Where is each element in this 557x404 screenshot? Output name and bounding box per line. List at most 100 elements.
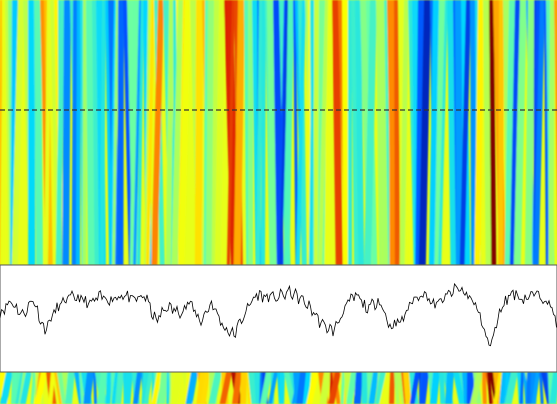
- heatmap-stripe: [389, 372, 395, 404]
- heatmap-stripe: [531, 372, 540, 404]
- heatmap-image: [0, 0, 557, 265]
- heatmap-stripe: [105, 372, 112, 404]
- heatmap-stripe: [62, 0, 71, 265]
- heatmap-stripe: [79, 372, 85, 404]
- heatmap-stripe: [429, 372, 440, 404]
- heatmap-stripe: [208, 372, 222, 404]
- heatmap-stripe: [232, 372, 242, 404]
- heatmap-stripe: [302, 372, 312, 404]
- heatmap-stripe: [364, 0, 377, 265]
- heatmap-stripe: [15, 372, 24, 404]
- heatmap-stripe: [260, 372, 272, 404]
- heatmap-stripe: [145, 0, 155, 265]
- heatmap-stripe: [474, 0, 484, 265]
- heatmap-stripe: [268, 372, 278, 404]
- heatmap-stripe: [279, 0, 289, 265]
- heatmap-stripe: [340, 372, 345, 404]
- heatmap-stripe: [293, 0, 299, 265]
- heatmap-stripe: [394, 0, 400, 265]
- heatmap-stripe: [499, 372, 507, 404]
- profile-trace-line: [0, 282, 557, 347]
- heatmap-stripe: [82, 0, 87, 265]
- heatmap-stripe: [279, 372, 285, 404]
- heatmap-stripe: [143, 372, 153, 404]
- heatmap-stripe: [504, 372, 518, 404]
- heatmap-stripe: [332, 0, 343, 265]
- heatmap-stripe: [347, 0, 352, 265]
- profile-trace-panel: [0, 264, 557, 373]
- heatmap-stripe: [438, 0, 448, 265]
- heatmap-stripe: [459, 0, 471, 265]
- heatmap-stripe: [111, 372, 119, 404]
- heatmap-stripe: [64, 372, 75, 404]
- heatmap-stripe: [240, 372, 247, 404]
- heatmap-stripe: [34, 372, 47, 404]
- heatmap-stripe: [428, 0, 440, 265]
- heatmap-stripe: [44, 0, 51, 265]
- heatmap-stripe: [549, 372, 557, 404]
- heatmap-stripe: [409, 372, 420, 404]
- heatmap-stripe: [226, 0, 235, 265]
- heatmap-stripe: [513, 0, 527, 265]
- heatmap-stripe: [11, 372, 18, 404]
- heatmap-stripe: [11, 0, 24, 265]
- heatmap-stripe: [493, 372, 503, 404]
- heatmap-stripe: [99, 0, 106, 265]
- heatmap-stripe: [133, 0, 142, 265]
- heatmap-stripe: [374, 372, 387, 404]
- heatmap-stripe: [166, 372, 170, 404]
- heatmap-stripe: [544, 0, 549, 265]
- heatmap-stripe: [355, 0, 365, 265]
- heatmap-stripe: [194, 0, 203, 265]
- heatmap-stripe: [482, 372, 487, 404]
- heatmap-stripe: [283, 0, 294, 265]
- heatmap-stripe: [533, 0, 545, 265]
- heatmap-stripe: [455, 0, 464, 265]
- heatmap-stripe: [96, 372, 108, 404]
- heatmap-stripe: [132, 372, 142, 404]
- heatmap-stripe: [379, 372, 391, 404]
- heatmap-stripe: [399, 0, 409, 265]
- heatmap-stripe: [497, 0, 504, 265]
- heatmap-stripe: [178, 0, 191, 265]
- heatmap-stripe: [151, 0, 164, 265]
- heatmap-stripe: [30, 372, 36, 404]
- heatmap-image-lower-strip: [0, 372, 557, 404]
- heatmap-stripe: [548, 0, 555, 265]
- heatmap-stripe: [361, 372, 368, 404]
- heatmap-stripe: [2, 0, 7, 265]
- heatmap-stripe: [115, 372, 124, 404]
- heatmap-stripe: [306, 372, 319, 404]
- heatmap-stripe: [117, 0, 124, 265]
- heatmap-stripe: [318, 0, 329, 265]
- heatmap-stripe: [351, 0, 360, 265]
- heatmap-stripe: [470, 372, 483, 404]
- heatmap-stripe: [489, 0, 497, 265]
- heatmap-stripe: [308, 0, 315, 265]
- heatmap-stripe: [261, 0, 266, 265]
- heatmap-stripe: [453, 372, 467, 404]
- heatmap-stripe: [196, 372, 206, 404]
- heatmap-stripe: [295, 0, 306, 265]
- heatmap-stripe: [137, 0, 144, 265]
- heatmap-stripe: [434, 0, 446, 265]
- heatmap-stripe: [0, 372, 13, 404]
- heatmap-stripe: [319, 372, 331, 404]
- heatmap-stripe: [418, 0, 431, 265]
- heatmap-stripe: [86, 0, 95, 265]
- heatmap-stripe: [158, 372, 168, 404]
- heatmap-stripe: [291, 372, 301, 404]
- heatmap-stripe: [324, 0, 333, 265]
- heatmap-stripe: [248, 0, 254, 265]
- heatmap-stripe: [112, 0, 119, 265]
- heatmap-stripe: [171, 0, 184, 265]
- heatmap-stripe: [170, 372, 183, 404]
- heatmap-stripe: [439, 372, 446, 404]
- heatmap-stripe: [93, 372, 98, 404]
- heatmap-stripe: [389, 0, 396, 265]
- heatmap-stripe: [28, 0, 36, 265]
- heatmap-stripe: [353, 372, 363, 404]
- heatmap-stripe: [445, 372, 454, 404]
- heatmap-stripe: [219, 372, 232, 404]
